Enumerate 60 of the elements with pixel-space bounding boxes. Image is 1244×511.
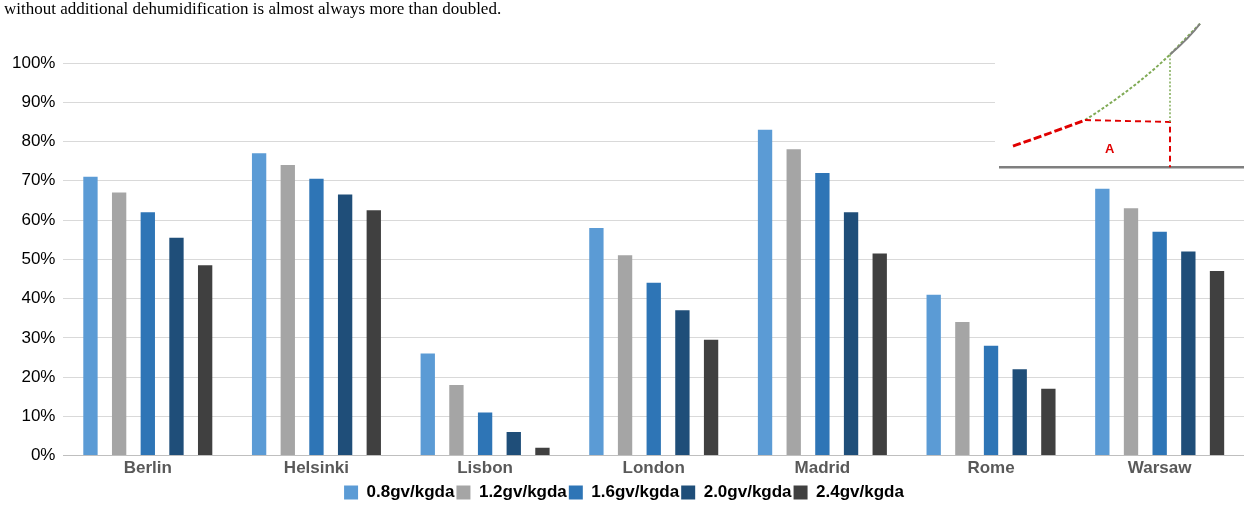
bar [280, 165, 295, 456]
bar [535, 447, 550, 456]
y-tick-label: 10% [21, 406, 56, 426]
y-tick-label: 80% [21, 131, 56, 151]
bar [617, 255, 633, 456]
bar [420, 353, 435, 456]
bar [477, 412, 493, 456]
bar [83, 176, 98, 456]
bar [449, 384, 464, 456]
text: without additional dehumidification is almost always more than doubled. [4, 0, 502, 18]
bar [872, 253, 887, 456]
y-tick-label: 70% [21, 170, 56, 190]
bar [309, 178, 324, 456]
legend-label: 0.8gv/kgda [366, 482, 455, 502]
x-tick-label: Helsinki [283, 458, 350, 478]
x-tick-label: Lisbon [457, 458, 513, 478]
y-tick-label: 90% [21, 91, 56, 111]
bar [843, 212, 859, 456]
y-tick-label: 30% [21, 327, 56, 347]
legend-label: 2.4gv/kgda [816, 482, 905, 502]
bar [1152, 231, 1167, 456]
bar [1181, 251, 1196, 456]
legend-label: 1.2gv/kgda [478, 482, 568, 502]
bar [675, 310, 690, 456]
y-tick-label: 60% [21, 209, 56, 229]
legend-label: 2.0gv/kgda [703, 482, 793, 502]
y-tick-label: 40% [21, 288, 56, 308]
bar [140, 212, 155, 456]
x-tick-label: Rome [967, 458, 1015, 478]
bar [955, 322, 970, 456]
annotation: A [1105, 141, 1115, 156]
bar [646, 282, 661, 456]
bar [786, 149, 801, 456]
bar [337, 194, 353, 456]
bar [1209, 271, 1225, 456]
legend-label: 1.6gv/kgda [591, 482, 680, 502]
x-tick-label: Warsaw [1127, 458, 1193, 478]
bar [1123, 208, 1139, 456]
bar [197, 265, 213, 456]
y-tick-label: 50% [21, 248, 56, 268]
bar [506, 432, 521, 456]
y-tick-label: 0% [30, 445, 56, 465]
bar [815, 172, 830, 456]
y-tick-label: 20% [21, 366, 56, 386]
x-tick-label: London [622, 458, 685, 478]
bar [251, 153, 267, 456]
bar [1095, 188, 1110, 456]
y-tick-label: 100% [12, 52, 56, 72]
x-tick-label: Madrid [794, 458, 851, 478]
bar [366, 210, 381, 456]
bar [757, 129, 773, 456]
bar [703, 339, 719, 456]
bar [589, 227, 604, 456]
bar [1041, 388, 1056, 456]
bar [111, 192, 127, 456]
bar [1012, 369, 1027, 456]
x-tick-label: Berlin [123, 458, 172, 478]
bar [169, 237, 184, 456]
bar [926, 294, 941, 456]
bar [983, 345, 999, 456]
